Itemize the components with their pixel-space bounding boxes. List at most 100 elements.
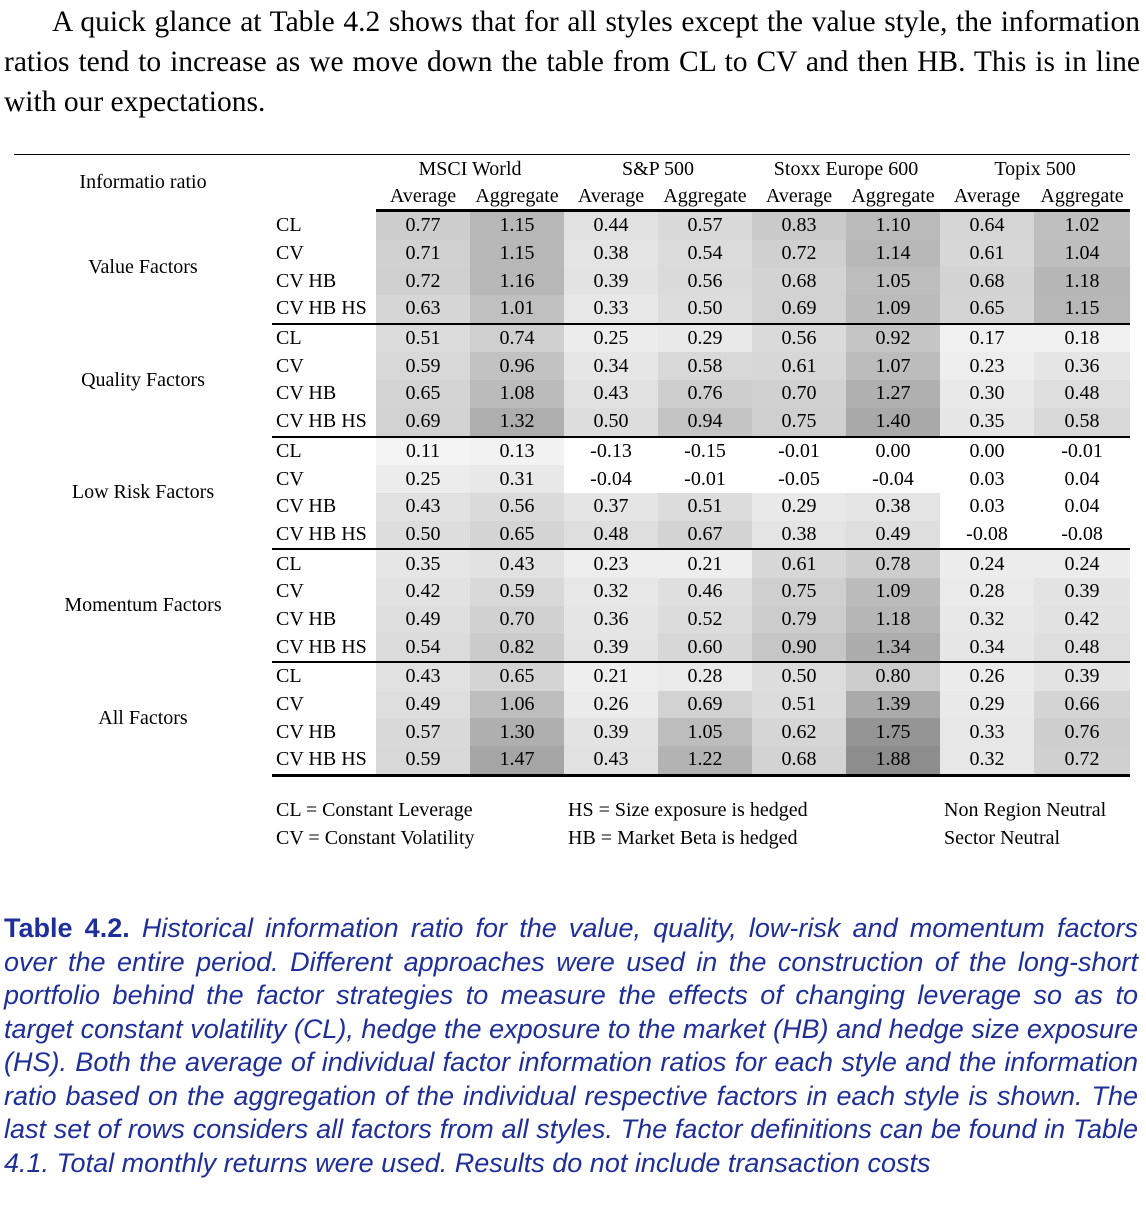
value-cell: 1.15 [1034,295,1131,325]
value-cell: 1.05 [846,267,941,296]
value-cell: 0.75 [752,577,847,606]
table-row: CV HB 0.57 1.30 0.39 1.05 0.62 1.75 0.33 0.76 [14,718,1131,747]
method-label: CV HB [276,720,337,743]
legend-item: Sector Neutral [944,827,1061,849]
style-label: Momentum Factors [64,594,222,617]
value-cell: 0.21 [564,662,659,691]
value-cell: 0.26 [940,662,1035,691]
table-row: Momentum Factors CL 0.35 0.43 0.23 0.21 0.61 0.… [14,549,1131,616]
caption-text: Historical information ratio for the val… [4,913,1138,1178]
table-row: CV HB HS 0.63 1.01 0.33 0.50 0.69 1.09 0.65 1.15 [14,295,1131,325]
caption-label: Table 4.2. [4,913,130,943]
column-subheader: Average [752,183,847,212]
value-cell: 0.94 [658,407,753,438]
method-label: CV HB HS [272,633,376,663]
value-cell: 0.24 [940,549,1035,578]
value-cell: 0.24 [1034,549,1131,578]
value-cell: 0.00 [846,436,941,466]
value-cell: 0.70 [470,605,565,634]
value-cell: 0.48 [1034,380,1131,408]
table-caption: Table 4.2. Historical information ratio … [4,912,1138,1180]
value-cell: 0.58 [658,352,753,381]
value-cell: 0.39 [564,267,659,296]
method-label: CV [276,242,304,265]
value-cell: 1.88 [846,746,941,777]
value-cell: 0.34 [564,352,659,381]
value-cell: 0.04 [1034,465,1131,493]
value-cell: 1.27 [846,380,941,408]
value-cell: 1.14 [846,239,941,268]
value-cell: 0.51 [376,323,470,353]
table-row: CV HB HS 0.54 0.82 0.39 0.60 0.90 1.34 0.34 0.48 [14,633,1131,663]
value-cell: 0.56 [658,267,753,296]
column-subheader: Average [940,183,1035,212]
column-subheader: Aggregate [470,183,565,212]
value-cell: 0.62 [752,718,847,747]
value-cell: 0.42 [1034,605,1131,634]
value-cell: 0.65 [940,295,1035,325]
value-cell: 0.35 [376,549,470,578]
value-cell: 0.70 [752,380,847,408]
value-cell: 0.26 [564,690,659,719]
value-cell: 0.66 [1034,690,1131,719]
method-label: CV HB [276,495,337,518]
value-cell: 0.25 [376,465,470,493]
value-cell: -0.08 [1034,520,1131,551]
value-cell: 0.35 [940,407,1035,438]
method-label: CL [276,213,302,236]
table-row: Value Factors CL 0.77 1.15 0.44 0.57 0.83 1.10 0… [14,210,1131,278]
information-ratio-table: Informatio ratio MSCI World S&P 500 Stox… [14,154,1131,777]
table-corner-label: Informatio ratio [14,154,376,211]
value-cell: 0.76 [1034,718,1131,747]
method-label: CL [276,327,302,350]
value-cell: 1.10 [846,210,941,240]
table-row: CV 0.25 0.31 -0.04 -0.01 -0.05 -0.04 0.03 0.04 [14,465,1131,493]
value-cell: 0.03 [940,492,1035,521]
value-cell: 0.23 [564,549,659,578]
value-cell: 1.30 [470,718,565,747]
value-cell: -0.15 [658,436,753,466]
region-header: Topix 500 [940,154,1131,183]
value-cell: 0.54 [658,239,753,268]
value-cell: 0.67 [658,520,753,551]
method-label: CV HB HS [272,407,376,438]
value-cell: 0.50 [564,407,659,438]
value-cell: 1.15 [470,239,565,268]
value-cell: 0.33 [940,718,1035,747]
value-cell: 0.25 [564,323,659,353]
column-subheader: Aggregate [658,183,753,212]
value-cell: -0.05 [752,465,847,493]
value-cell: 0.71 [376,239,470,268]
value-cell: 0.51 [658,492,753,521]
value-cell: 0.36 [1034,352,1131,381]
value-cell: 0.39 [1034,662,1131,691]
value-cell: 1.15 [470,210,565,240]
value-cell: 0.52 [658,605,753,634]
value-cell: 0.58 [1034,407,1131,438]
value-cell: 0.60 [658,633,753,663]
value-cell: 0.69 [752,295,847,325]
value-cell: 1.40 [846,407,941,438]
value-cell: 0.43 [376,492,470,521]
value-cell: 0.75 [752,407,847,438]
value-cell: 0.79 [752,605,847,634]
legend-item: CL = Constant Leverage [276,799,473,821]
value-cell: 0.65 [470,520,565,551]
value-cell: 0.28 [940,577,1035,606]
table-row: CV HB 0.72 1.16 0.39 0.56 0.68 1.05 0.68 1.18 [14,267,1131,296]
value-cell: 0.48 [564,520,659,551]
value-cell: 0.50 [658,295,753,325]
value-cell: 0.31 [470,465,565,493]
value-cell: 0.33 [564,295,659,325]
value-cell: 0.59 [376,352,470,381]
value-cell: 1.02 [1034,210,1131,240]
value-cell: 1.22 [658,746,753,777]
value-cell: 0.43 [376,662,470,691]
method-label: CV [276,354,304,377]
value-cell: 0.17 [940,323,1035,353]
value-cell: 0.78 [846,549,941,578]
style-label: Quality Factors [81,368,205,391]
subheader-row: Average Aggregate Average Aggregate Aver… [14,183,1131,212]
method-label: CV [276,580,304,603]
value-cell: 0.64 [940,210,1035,240]
